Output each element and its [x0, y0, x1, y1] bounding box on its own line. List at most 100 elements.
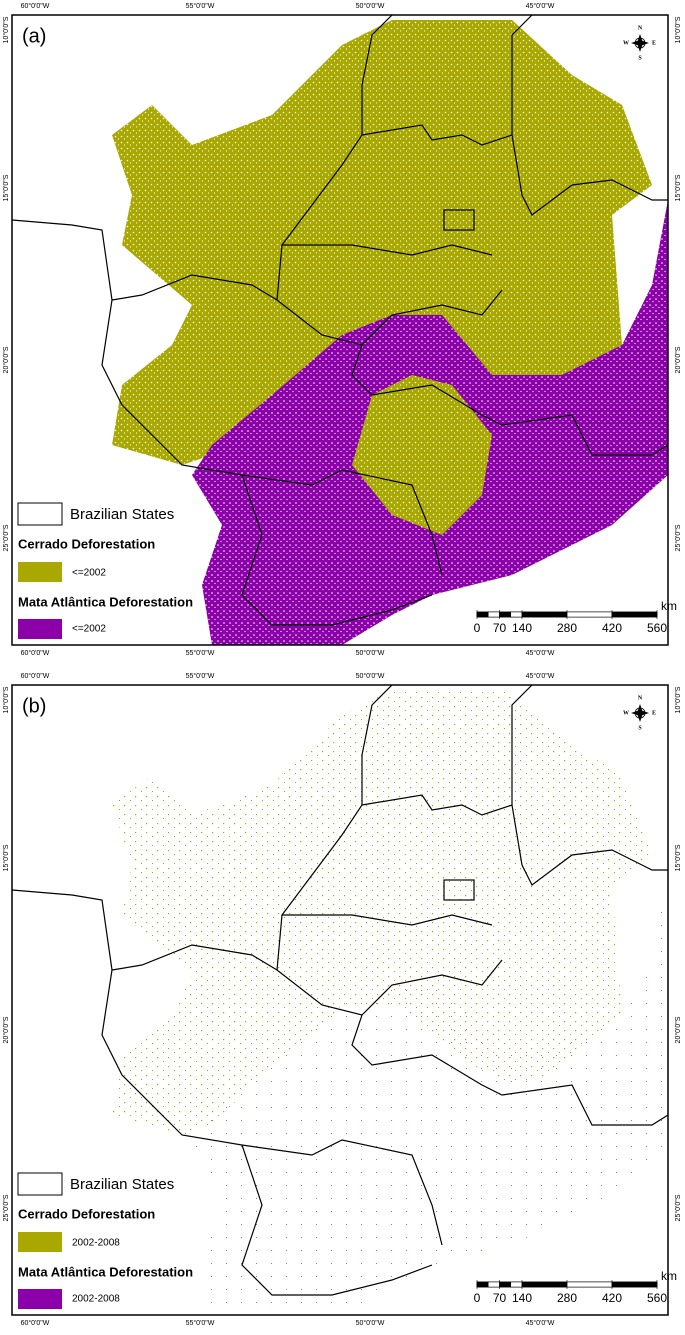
state-border: [351, 344, 668, 456]
latitude-label: 15°0'0"S: [2, 174, 10, 201]
scale-label: 70: [493, 1291, 507, 1305]
state-border: [101, 969, 443, 1246]
compass-letter: E: [652, 710, 656, 716]
cerrado-deforestation: [352, 375, 492, 535]
latitude-label: 10°0'0"S: [674, 686, 682, 713]
latitude-label: 25°0'0"S: [2, 524, 10, 551]
panel-label: (a): [22, 25, 46, 47]
scale-label: 420: [602, 621, 622, 635]
legend-label: <=2002: [72, 624, 106, 635]
federal-district: [443, 879, 475, 901]
scale-unit: km: [661, 1269, 677, 1283]
cerrado-deforestation: [112, 20, 652, 465]
latitude-label: 15°0'0"S: [2, 844, 10, 871]
latitude-label: 15°0'0"S: [674, 174, 682, 201]
legend-label: 2002-2008: [72, 1238, 120, 1249]
latitude-label: 20°0'0"S: [674, 346, 682, 373]
scale-segment: [488, 611, 500, 618]
latitude-label: 10°0'0"S: [2, 16, 10, 43]
scale-label: 140: [512, 621, 532, 635]
compass: N S E W: [623, 695, 656, 731]
longitude-label: 55°0'0"W: [186, 2, 215, 10]
latitude-label: 25°0'0"S: [2, 1194, 10, 1221]
scale-segment: [566, 1281, 613, 1288]
longitude-label: 45°0'0"W: [526, 2, 555, 10]
map-panel: (b) N S E W Brazilian States Cerrado Deforesta…: [11, 684, 677, 1316]
scale-label: 0: [474, 1291, 481, 1305]
scale-segment: [611, 611, 658, 618]
legend-heading: Mata Atlântica Deforestation: [18, 1264, 193, 1279]
map-content: [12, 15, 668, 645]
compass-rose: [631, 710, 649, 716]
scale-label: 420: [602, 1291, 622, 1305]
scale-label: 140: [512, 1291, 532, 1305]
state-border: [241, 474, 433, 626]
legend-label: Brazilian States: [70, 1176, 174, 1193]
longitude-label: 50°0'0"W: [356, 2, 385, 10]
state-border: [12, 219, 503, 346]
state-border: [241, 1144, 433, 1296]
scale-segment: [476, 1281, 489, 1288]
longitude-label: 50°0'0"W: [356, 649, 385, 657]
legend-mata-swatch: [18, 619, 62, 639]
latitude-label: 25°0'0"S: [674, 1194, 682, 1221]
legend-label: <=2002: [72, 568, 106, 579]
scale-segment: [521, 611, 568, 618]
legend-cerrado-swatch: [18, 562, 62, 582]
scale-segment: [510, 1281, 523, 1288]
federal-district: [443, 209, 475, 231]
scale-label: 560: [647, 621, 667, 635]
compass-letter: S: [638, 725, 642, 731]
state-border: [511, 685, 533, 805]
legend-label: Brazilian States: [70, 506, 174, 523]
scale-segment: [510, 611, 523, 618]
compass-ring: [634, 37, 646, 49]
compass: N S E W: [623, 25, 656, 61]
longitude-label: 45°0'0"W: [526, 1319, 555, 1327]
legend-heading: Cerrado Deforestation: [18, 536, 155, 551]
state-border: [276, 15, 393, 301]
panel-frame: [11, 684, 669, 1316]
latitude-label: 20°0'0"S: [674, 1016, 682, 1043]
longitude-label: 50°0'0"W: [356, 1319, 385, 1327]
compass-rose: [631, 40, 649, 46]
longitude-label: 60°0'0"W: [21, 2, 50, 10]
scale-segment: [566, 611, 613, 618]
map-content: [12, 685, 668, 1315]
state-border: [276, 685, 393, 971]
longitude-label: 45°0'0"W: [526, 672, 555, 680]
legend-mata-swatch: [18, 1289, 62, 1309]
scale-label: 0: [474, 621, 481, 635]
state-border: [282, 914, 493, 926]
legend-state-swatch: [17, 502, 63, 526]
state-border: [361, 794, 668, 886]
compass-letter: N: [638, 25, 643, 31]
scale-label: 70: [493, 621, 507, 635]
longitude-label: 55°0'0"W: [186, 672, 215, 680]
compass-ring: [634, 707, 646, 719]
longitude-label: 45°0'0"W: [526, 649, 555, 657]
compass-letter: W: [623, 710, 629, 716]
scale-label: 280: [557, 1291, 577, 1305]
latitude-label: 10°0'0"S: [2, 686, 10, 713]
legend-cerrado-swatch: [18, 1232, 62, 1252]
longitude-label: 60°0'0"W: [21, 649, 50, 657]
state-border: [361, 124, 668, 216]
legend-heading: Cerrado Deforestation: [18, 1206, 155, 1221]
latitude-label: 20°0'0"S: [2, 1016, 10, 1043]
scale-label: 560: [647, 1291, 667, 1305]
compass-letter: S: [638, 55, 642, 61]
longitude-label: 60°0'0"W: [21, 672, 50, 680]
latitude-label: 10°0'0"S: [674, 16, 682, 43]
longitude-label: 55°0'0"W: [186, 1319, 215, 1327]
cerrado-deforestation: [112, 690, 652, 1135]
scale-segment: [521, 1281, 568, 1288]
state-border: [101, 299, 443, 576]
compass-letter: W: [623, 40, 629, 46]
scale-segment: [488, 1281, 500, 1288]
legend-heading: Mata Atlântica Deforestation: [18, 594, 193, 609]
latitude-label: 25°0'0"S: [674, 524, 682, 551]
latitude-label: 20°0'0"S: [2, 346, 10, 373]
panel-label: (b): [22, 695, 46, 717]
